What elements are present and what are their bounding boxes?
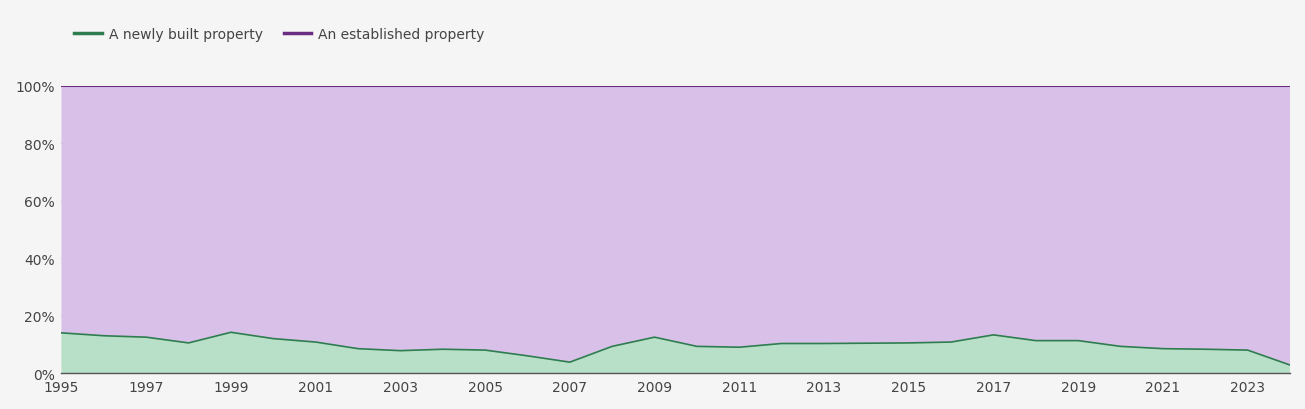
Legend: A newly built property, An established property: A newly built property, An established p… xyxy=(68,22,491,47)
